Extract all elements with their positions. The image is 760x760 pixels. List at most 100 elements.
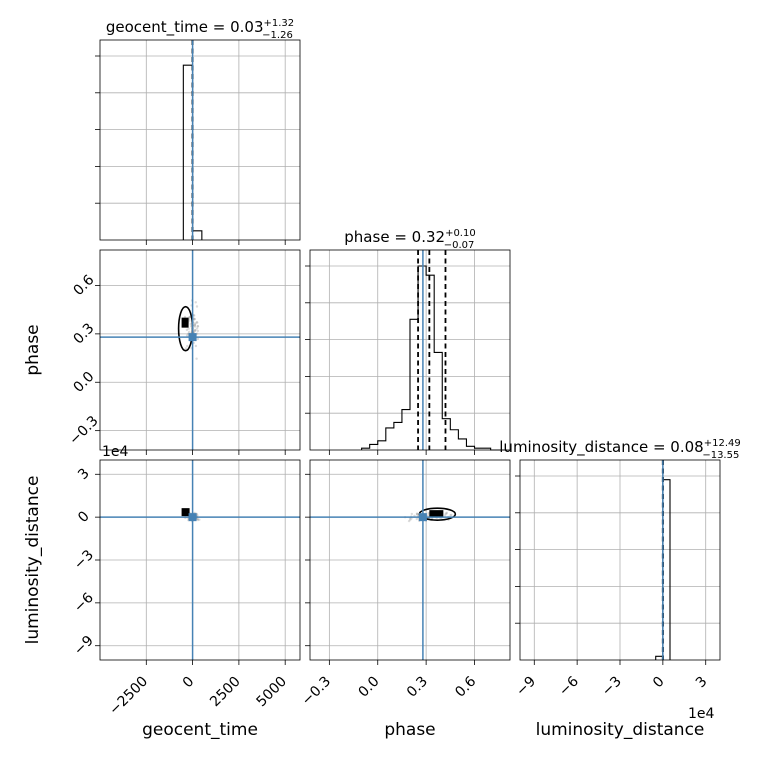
sample-point — [194, 322, 197, 325]
density-contour — [177, 305, 194, 352]
title-value: phase = 0.32 — [344, 228, 445, 246]
density-core — [429, 510, 444, 518]
sample-point — [407, 519, 411, 523]
x-tick-label: 5000 — [253, 674, 290, 711]
truth-marker — [188, 333, 197, 342]
sample-point — [427, 514, 430, 517]
y-offset-text: 1e4 — [102, 444, 129, 460]
panel-frame — [99, 249, 301, 451]
panel-frame — [99, 39, 301, 241]
histogram-phase — [361, 265, 507, 451]
x-tick-label: −0.3 — [299, 674, 334, 709]
x-axis-label-luminosity_distance: luminosity_distance — [536, 720, 705, 740]
title-value: geocent_time = 0.03 — [106, 18, 264, 37]
sample-point — [184, 347, 187, 350]
title-upper-error: +12.49 — [704, 438, 741, 449]
sample-point — [189, 322, 192, 326]
truth-marker — [188, 513, 197, 522]
x-tick-label: −2500 — [106, 674, 151, 719]
y-tick-label: −6 — [71, 590, 97, 616]
sample-point — [196, 324, 199, 328]
sample-point — [193, 324, 197, 327]
y-axis-label-luminosity_distance: luminosity_distance — [23, 476, 43, 645]
sample-point — [194, 301, 197, 304]
sample-point — [427, 512, 430, 515]
x-axis-label-geocent_time: geocent_time — [142, 720, 258, 740]
title-upper-error: +0.10 — [445, 228, 476, 239]
x-tick-label: 3 — [693, 674, 711, 692]
sample-point — [183, 315, 187, 319]
x-tick-label: −6 — [556, 673, 582, 699]
sample-point — [196, 325, 200, 328]
sample-point — [445, 511, 448, 514]
x-tick-label: 0 — [180, 674, 198, 692]
sample-point — [188, 316, 191, 319]
title-lower-error: −13.55 — [702, 450, 739, 461]
sample-point — [193, 323, 197, 326]
density-core — [181, 508, 190, 517]
sample-point — [195, 327, 199, 330]
sample-point — [196, 518, 200, 522]
sample-point — [192, 330, 196, 333]
y-tick-label: −9 — [71, 633, 97, 659]
density-core — [181, 317, 189, 328]
sample-point — [195, 321, 198, 324]
x-tick-label: 2500 — [207, 674, 244, 711]
panel-phase-vs-luminosity_distance — [305, 459, 511, 665]
sample-point — [196, 517, 199, 521]
sample-point — [449, 514, 452, 517]
truth-marker — [418, 513, 427, 522]
sample-point — [187, 330, 191, 333]
sample-point — [188, 315, 192, 319]
sample-point — [410, 517, 413, 520]
title-value: luminosity_distance = 0.08 — [499, 438, 703, 457]
panel-title-geocent_time: geocent_time = 0.03+1.32 −1.26 — [106, 18, 294, 41]
y-tick-label: 3 — [75, 465, 93, 483]
sample-point — [193, 317, 196, 321]
y-tick-label: 0.3 — [70, 320, 97, 347]
sample-point — [185, 328, 189, 332]
y-tick-label: 0 — [75, 508, 93, 526]
sample-point — [186, 344, 189, 348]
sample-point — [443, 514, 447, 517]
sample-point — [416, 512, 419, 516]
sample-point — [415, 517, 418, 521]
x-axis-label-phase: phase — [384, 720, 435, 740]
panel-title-luminosity_distance: luminosity_distance = 0.08+12.49 −13.55 — [499, 438, 740, 461]
panel-geocent_time-vs-phase — [95, 249, 301, 455]
panel-frame — [99, 459, 301, 661]
sample-point — [193, 317, 196, 321]
sample-point — [198, 518, 201, 521]
x-tick-label: 0 — [650, 674, 668, 692]
sample-point — [194, 328, 197, 332]
y-axis-label-phase: phase — [23, 324, 43, 375]
sample-point — [188, 319, 191, 322]
x-offset-text: 1e4 — [688, 706, 715, 722]
sample-point — [195, 305, 199, 308]
sample-point — [415, 512, 419, 515]
title-lower-error: −1.26 — [262, 30, 293, 41]
sample-point — [445, 512, 448, 515]
x-tick-label: −9 — [513, 674, 539, 700]
panel-frame — [519, 459, 721, 661]
sample-point — [196, 337, 200, 341]
sample-point — [193, 325, 197, 328]
y-tick-label: 0.6 — [70, 272, 97, 299]
sample-point — [194, 329, 197, 332]
panel-frame — [309, 459, 511, 661]
x-tick-label: 0.3 — [404, 674, 431, 701]
sample-point — [196, 329, 200, 333]
x-tick-label: 0.0 — [356, 674, 383, 701]
panel-geocent_time-vs-luminosity_distance — [95, 459, 301, 665]
title-upper-error: +1.32 — [264, 18, 295, 29]
sample-point — [195, 357, 198, 360]
sample-point — [196, 321, 199, 324]
title-lower-error: −0.07 — [444, 240, 475, 251]
sample-point — [193, 329, 197, 333]
sample-point — [415, 513, 419, 516]
sample-point — [196, 517, 199, 520]
x-tick-label: 0.6 — [452, 673, 479, 700]
y-tick-label: 0.0 — [70, 369, 97, 396]
sample-point — [450, 513, 453, 517]
